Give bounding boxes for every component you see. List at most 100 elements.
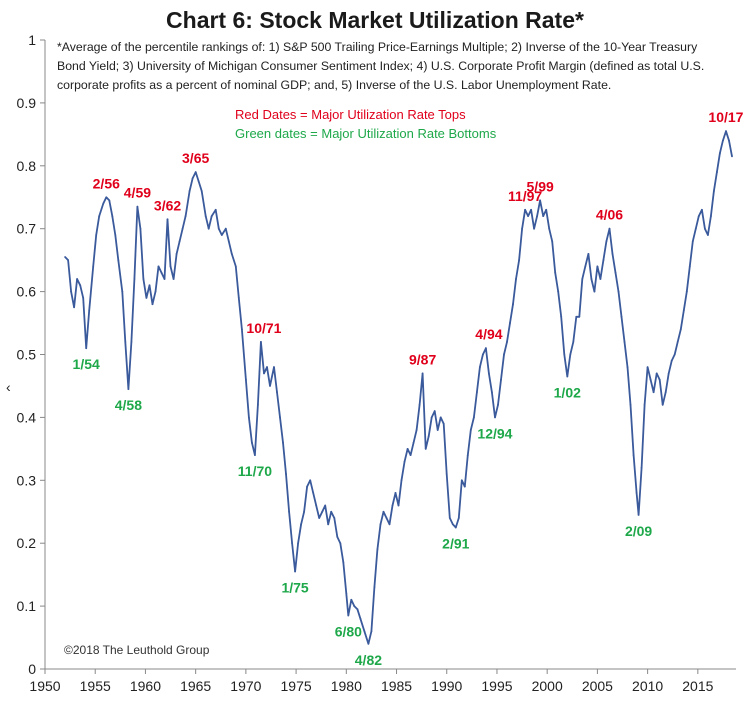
data-point — [482, 353, 484, 356]
data-point — [581, 278, 584, 280]
data-point — [175, 253, 178, 255]
data-point — [536, 215, 538, 218]
data-point — [400, 479, 403, 482]
data-point — [356, 608, 359, 611]
data-point — [227, 240, 230, 243]
data-point — [330, 510, 333, 513]
x-tick-label: 1965 — [180, 678, 211, 694]
data-point — [548, 227, 551, 230]
data-point — [632, 454, 635, 456]
data-point — [560, 315, 563, 318]
data-point — [288, 510, 290, 513]
data-point — [169, 265, 172, 268]
data-point — [181, 227, 184, 230]
bottom-date-label: 4/82 — [355, 652, 382, 668]
data-point — [608, 227, 611, 230]
bottom-date-label: 2/09 — [625, 523, 652, 539]
data-point — [133, 278, 136, 280]
data-point — [524, 208, 526, 211]
data-point — [210, 215, 213, 218]
data-point — [350, 598, 353, 601]
bottom-date-label: 11/70 — [238, 463, 272, 479]
data-point — [142, 278, 145, 280]
data-point — [391, 504, 394, 507]
data-point — [415, 429, 418, 431]
data-point — [266, 366, 268, 368]
data-point — [124, 341, 127, 343]
top-date-label: 4/94 — [475, 326, 502, 342]
data-point — [234, 265, 237, 268]
data-point — [697, 215, 700, 218]
data-point — [200, 190, 203, 192]
data-point — [82, 297, 85, 299]
data-point — [637, 514, 640, 516]
data-point — [117, 259, 120, 261]
data-point — [291, 542, 293, 545]
data-point — [318, 517, 321, 519]
data-point — [620, 315, 623, 318]
data-point — [476, 391, 478, 394]
data-point — [273, 366, 275, 368]
bottom-date-label: 6/80 — [335, 624, 362, 640]
chart-title: Chart 6: Stock Market Utilization Rate* — [166, 7, 584, 33]
data-point — [88, 309, 91, 312]
data-point — [297, 542, 299, 545]
data-point — [506, 341, 508, 343]
data-point — [466, 454, 469, 456]
data-point — [728, 139, 730, 142]
data-point — [635, 492, 638, 494]
data-point — [73, 306, 75, 309]
data-point — [629, 403, 632, 406]
data-point — [485, 347, 487, 350]
data-point — [79, 284, 82, 287]
y-tick-label: 0.6 — [17, 284, 37, 300]
data-point — [460, 479, 463, 482]
data-point — [605, 240, 608, 243]
data-point — [442, 422, 445, 425]
data-point — [430, 416, 433, 419]
x-tick-label: 1975 — [281, 678, 312, 694]
data-point — [306, 485, 308, 488]
x-tick-label: 2015 — [682, 678, 713, 694]
x-tick-label: 2000 — [532, 678, 563, 694]
data-point — [512, 303, 514, 306]
data-point — [503, 353, 505, 356]
bottom-date-label: 1/75 — [281, 580, 308, 596]
data-point — [224, 227, 227, 230]
data-point — [345, 592, 348, 595]
data-point — [194, 171, 197, 174]
data-point — [315, 504, 318, 507]
data-point — [643, 403, 646, 406]
data-point — [263, 372, 265, 375]
x-tick-label: 1980 — [331, 678, 362, 694]
data-point — [716, 171, 718, 174]
data-point — [257, 403, 259, 406]
data-point — [617, 290, 620, 293]
y-tick-label: 0.1 — [17, 598, 37, 614]
data-point — [98, 215, 101, 218]
data-point — [554, 271, 557, 274]
data-point — [139, 227, 142, 230]
data-point — [303, 510, 305, 513]
data-point — [214, 208, 217, 211]
data-point — [533, 227, 535, 230]
data-point — [593, 290, 596, 293]
stray-mark: ‹ — [6, 379, 11, 395]
data-point — [282, 441, 284, 444]
data-point — [260, 341, 262, 343]
data-point — [397, 504, 400, 507]
data-point — [333, 517, 336, 519]
data-point — [509, 322, 511, 324]
data-point — [640, 466, 643, 469]
top-date-label: 2/56 — [93, 175, 120, 191]
data-point — [694, 227, 697, 230]
data-point — [731, 155, 733, 158]
x-tick-label: 2005 — [582, 678, 613, 694]
data-point — [557, 290, 560, 293]
data-point — [688, 265, 691, 268]
chart-note-line: Bond Yield; 3) University of Michigan Co… — [57, 59, 704, 73]
data-point — [248, 416, 250, 419]
top-date-label: 10/17 — [708, 109, 743, 125]
top-date-label: 9/87 — [409, 351, 436, 367]
